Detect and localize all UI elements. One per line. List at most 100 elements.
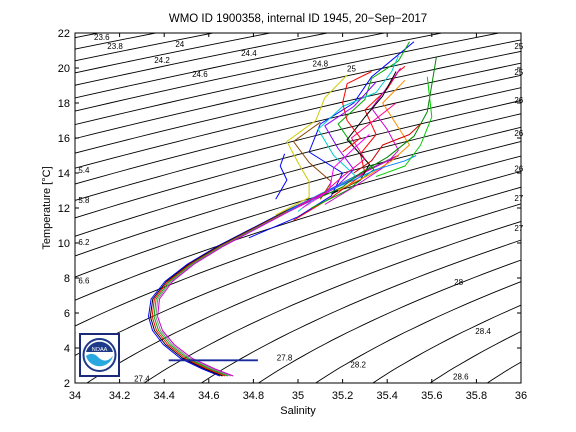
isopycnal-line [75, 170, 521, 327]
y-axis-title: Temperature [°C] [41, 166, 53, 249]
isopycnal-line [75, 33, 213, 62]
profile-line [308, 81, 377, 202]
isopycnal-label: 6.2 [78, 238, 90, 247]
isopycnal-label: 5.8 [78, 196, 90, 205]
x-tick-label: 34.2 [109, 390, 130, 402]
profile-lines [148, 41, 437, 377]
isopycnal-line [75, 33, 442, 112]
isopycnal-label: 25 [514, 42, 523, 51]
noaa-logo-wave [86, 353, 113, 367]
isopycnal-label: 26 [514, 96, 523, 105]
y-tick-label: 6 [64, 308, 70, 320]
profile-line [311, 41, 410, 209]
profile-line [315, 57, 437, 200]
isopycnal-line [75, 39, 521, 140]
y-tick-label: 20 [58, 63, 70, 75]
isopycnal-label: 24.2 [154, 56, 170, 65]
y-tick-label: 14 [58, 168, 70, 180]
isopycnal-label: 28.6 [453, 373, 469, 382]
profile-line [375, 76, 433, 177]
isopycnal-label: 25 [347, 65, 356, 74]
isopycnal-label: 27.4 [134, 374, 150, 383]
profile-line [331, 71, 397, 195]
isopycnal-label: 27 [514, 224, 523, 233]
noaa-logo-text: NOAA [92, 347, 108, 353]
profile-line [302, 134, 370, 209]
isopycnal-line [86, 203, 521, 383]
isopycnal-line [75, 126, 521, 257]
profile-line [248, 41, 415, 239]
isopycnal-line [315, 281, 521, 383]
y-tick-label: 8 [64, 273, 70, 285]
x-tick-label: 34.4 [153, 390, 174, 402]
chart-title: WMO ID 1900358, internal ID 1945, 20−Sep… [169, 13, 427, 25]
x-tick-label: 34.8 [243, 390, 264, 402]
x-axis: 34 34.2 34.4 34.6 34.8 35 35.2 35.4 35.6 35.8 36 [69, 33, 527, 402]
profile-line [324, 67, 402, 205]
isopycnal-line [143, 221, 521, 383]
y-tick-label: 2 [64, 378, 70, 390]
x-axis-title: Salinity [280, 405, 316, 417]
isopycnal-line [75, 33, 499, 126]
isopycnal-label: 24.4 [241, 49, 257, 58]
profile-line [275, 74, 348, 216]
isopycnal-line [75, 113, 521, 237]
isopycnal-label: 26 [514, 129, 523, 138]
x-tick-label: 35.6 [421, 390, 442, 402]
isopycnal-contour-labels: 23.623.8 24 24.2 24.4 24.6 24.8 25 25 25 26 26 26 27… [78, 33, 523, 383]
y-tick-label: 18 [58, 98, 70, 110]
profile-line [353, 123, 421, 174]
isopycnal-line [201, 239, 521, 383]
isopycnal-label: 24 [175, 40, 184, 49]
isopycnal-line [258, 259, 521, 383]
isopycnal-line [75, 33, 385, 99]
isopycnal-line [487, 361, 521, 383]
x-tick-label: 34.6 [198, 390, 219, 402]
profile-line [293, 121, 332, 200]
isopycnal-label: 28.2 [350, 360, 366, 369]
isopycnal-line [372, 304, 521, 383]
y-tick-label: 22 [58, 28, 70, 40]
x-tick-label: 35.4 [376, 390, 397, 402]
isopycnal-label: 28.4 [475, 327, 491, 336]
isopycnal-line [75, 33, 156, 50]
noaa-logo: NOAA [79, 333, 120, 377]
y-tick-label: 4 [64, 343, 70, 355]
isopycnal-label: 5.4 [78, 166, 90, 175]
isopycnal-label: 24.8 [313, 59, 329, 68]
isopycnal-label: 27 [514, 194, 523, 203]
isopycnal-label: 23.8 [107, 42, 123, 51]
y-tick-label: 10 [58, 238, 70, 250]
x-tick-label: 35.8 [466, 390, 487, 402]
isopycnal-line [75, 87, 521, 201]
profile-line [342, 71, 372, 153]
isopycnal-label: 24.6 [192, 70, 208, 79]
isopycnal-label: 6.6 [78, 276, 90, 285]
isopycnal-line [75, 33, 271, 74]
x-tick-label: 35 [292, 390, 304, 402]
profile-line [286, 155, 417, 212]
y-tick-label: 16 [58, 133, 70, 145]
x-tick-label: 36 [515, 390, 527, 402]
isopycnal-label: 26 [514, 164, 523, 173]
profile-deep-line [157, 155, 400, 377]
isopycnal-line [75, 50, 521, 154]
isopycnal-line [75, 100, 521, 219]
isopycnal-label: 25 [514, 68, 523, 77]
isopycnal-line [75, 33, 328, 86]
isopycnal-label: 27.8 [277, 353, 293, 362]
x-tick-label: 35.2 [332, 390, 353, 402]
isopycnal-line [75, 74, 521, 185]
x-tick-label: 34 [69, 390, 81, 402]
isopycnal-label: 23.6 [94, 33, 110, 42]
profile-line [337, 79, 410, 191]
isopycnal-line [429, 331, 521, 383]
isopycnal-line [75, 140, 521, 278]
isopycnal-line [75, 62, 521, 169]
y-tick-label: 12 [58, 203, 70, 215]
isopycnal-label: 28 [454, 278, 463, 287]
noaa-logo-sky [86, 341, 113, 352]
profile-line [275, 153, 288, 200]
